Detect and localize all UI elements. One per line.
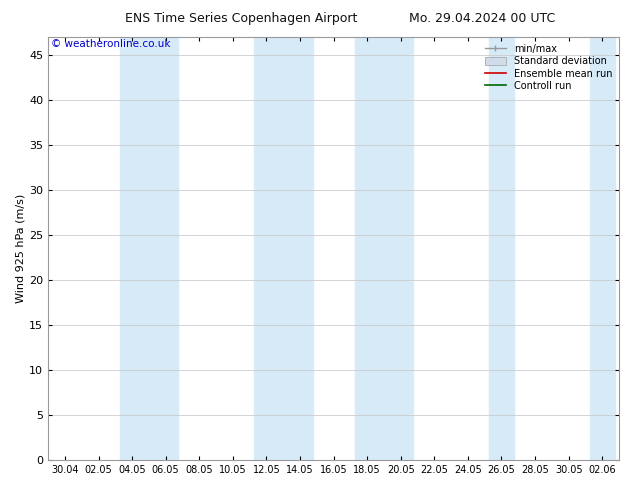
Bar [254, 37, 313, 460]
Text: © weatheronline.co.uk: © weatheronline.co.uk [51, 39, 171, 49]
Bar [354, 37, 413, 460]
Bar [119, 37, 178, 460]
Y-axis label: Wind 925 hPa (m/s): Wind 925 hPa (m/s) [15, 194, 25, 303]
Text: ENS Time Series Copenhagen Airport: ENS Time Series Copenhagen Airport [125, 12, 357, 25]
Bar [590, 37, 615, 460]
Bar [489, 37, 514, 460]
Text: Mo. 29.04.2024 00 UTC: Mo. 29.04.2024 00 UTC [409, 12, 555, 25]
Legend: min/max, Standard deviation, Ensemble mean run, Controll run: min/max, Standard deviation, Ensemble me… [482, 42, 614, 93]
